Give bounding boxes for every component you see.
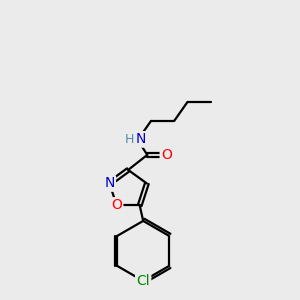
Text: H: H xyxy=(124,133,134,146)
Text: N: N xyxy=(104,176,115,190)
Text: N: N xyxy=(136,132,146,146)
Text: Cl: Cl xyxy=(136,274,150,288)
Text: O: O xyxy=(111,198,122,212)
Text: O: O xyxy=(161,148,172,162)
